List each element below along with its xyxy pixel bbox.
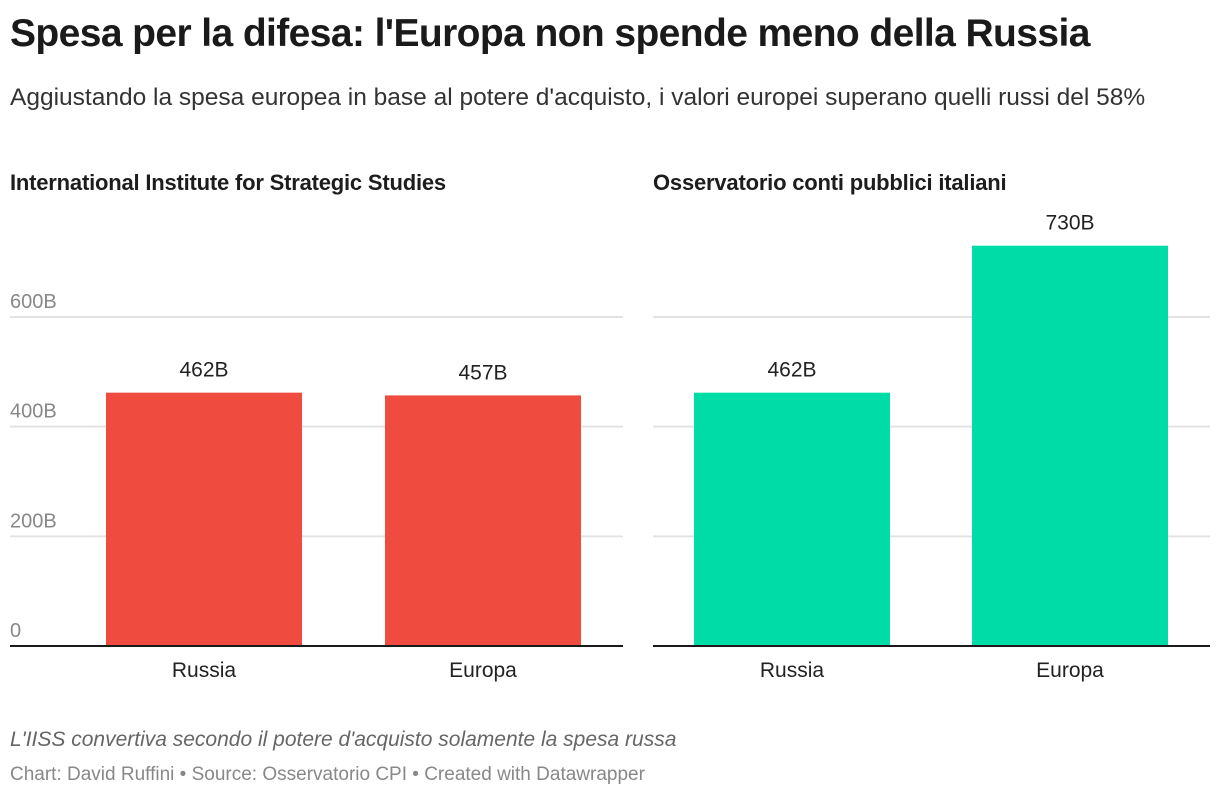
bar-russia <box>694 392 890 646</box>
bar-russia <box>106 392 302 646</box>
y-tick-label: 600B <box>10 291 57 313</box>
bar-europa <box>972 245 1168 646</box>
x-category-label: Europa <box>1036 659 1104 682</box>
x-category-label: Russia <box>760 659 825 682</box>
panel-title-iiss: International Institute for Strategic St… <box>10 170 446 195</box>
x-category-label: Russia <box>172 659 237 682</box>
panel-title-ocpi: Osservatorio conti pubblici italiani <box>653 170 1007 195</box>
x-category-label: Europa <box>449 659 517 682</box>
bar-charts: 0 200B 400B 600B 462B Russia 457B Europa 462B Rus… <box>10 212 1210 682</box>
chart-note: L'IISS convertiva secondo il potere d'ac… <box>10 728 677 751</box>
chart-byline: Chart: David Ruffini • Source: Osservato… <box>10 764 645 785</box>
value-label: 457B <box>458 361 507 384</box>
value-label: 730B <box>1045 212 1094 235</box>
y-tick-label: 400B <box>10 401 57 423</box>
bar-europa <box>385 395 581 646</box>
value-label: 462B <box>767 359 816 382</box>
y-tick-label: 0 <box>10 620 21 642</box>
chart-title: Spesa per la difesa: l'Europa non spende… <box>10 12 1090 55</box>
chart-subtitle: Aggiustando la spesa europea in base al … <box>10 84 1146 111</box>
value-label: 462B <box>179 359 228 382</box>
y-tick-label: 200B <box>10 510 57 532</box>
